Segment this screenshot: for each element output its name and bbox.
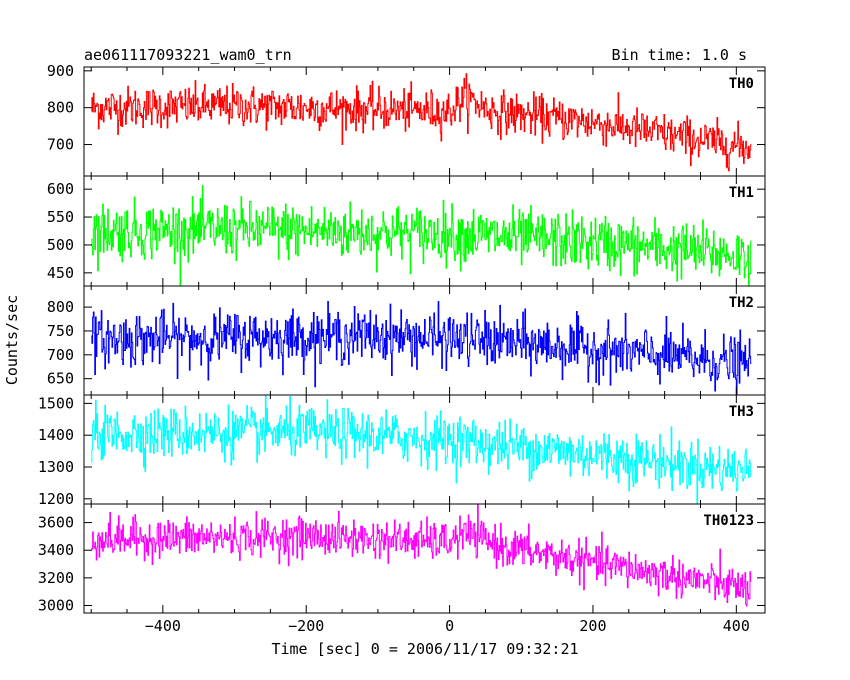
panel-frame — [83, 66, 766, 177]
x-tick-label: 200 — [579, 617, 606, 635]
panels-group: 700 800 900 TH0 450 500 550 600 TH1 650 700 750 800 T… — [38, 62, 766, 614]
y-tick-label: 800 — [47, 99, 74, 117]
series-line-th3 — [91, 395, 752, 504]
y-tick-label: 550 — [47, 208, 74, 226]
panel-th0123: 3000 3200 3400 3600 TH0123 — [38, 503, 766, 614]
y-tick-label: 1500 — [38, 394, 74, 412]
panel-th2: 650 700 750 800 TH2 — [47, 285, 766, 396]
panel-label-th2: TH2 — [729, 295, 754, 311]
y-tick-label: 3200 — [38, 569, 74, 587]
x-tick-label: −400 — [145, 617, 181, 635]
y-tick-label: 650 — [47, 370, 74, 388]
bin-time-label: Bin time: 1.0 s — [612, 46, 747, 64]
chart-title: ae061117093221_wam0_trn — [84, 46, 292, 64]
panel-label-th3: TH3 — [729, 404, 754, 420]
y-tick-label: 1300 — [38, 458, 74, 476]
panel-label-th0: TH0 — [729, 76, 754, 92]
y-tick-label: 450 — [47, 264, 74, 282]
series-line-th0123 — [91, 504, 752, 607]
x-tick-label: −200 — [288, 617, 324, 635]
panel-frame — [83, 503, 766, 614]
y-axis-title: Counts/sec — [3, 295, 21, 385]
panel-th0: 700 800 900 TH0 — [47, 62, 766, 177]
series-line-th2 — [91, 301, 752, 395]
y-tick-label: 700 — [47, 136, 74, 154]
y-tick-label: 3000 — [38, 596, 74, 614]
panel-label-th1: TH1 — [729, 185, 754, 201]
panel-th1: 450 500 550 600 TH1 — [47, 175, 766, 287]
y-tick-label: 1400 — [38, 426, 74, 444]
series-line-th1 — [91, 185, 752, 286]
y-tick-label: 3600 — [38, 514, 74, 532]
x-axis-title: Time [sec] 0 = 2006/11/17 09:32:21 — [271, 640, 578, 658]
x-tick-label: 400 — [723, 617, 750, 635]
y-tick-label: 900 — [47, 62, 74, 80]
x-tick-label: 0 — [445, 617, 454, 635]
y-tick-label: 800 — [47, 298, 74, 316]
y-tick-label: 700 — [47, 346, 74, 364]
y-tick-label: 500 — [47, 236, 74, 254]
panel-th3: 1200 1300 1400 1500 TH3 — [38, 394, 766, 508]
y-tick-label: 750 — [47, 322, 74, 340]
y-tick-label: 3400 — [38, 541, 74, 559]
y-tick-label: 600 — [47, 180, 74, 198]
series-line-th0 — [91, 73, 752, 172]
panel-label-th0123: TH0123 — [703, 513, 754, 529]
x-axis: −400 −200 0 200 400 — [145, 617, 750, 635]
y-tick-label: 1200 — [38, 490, 74, 508]
